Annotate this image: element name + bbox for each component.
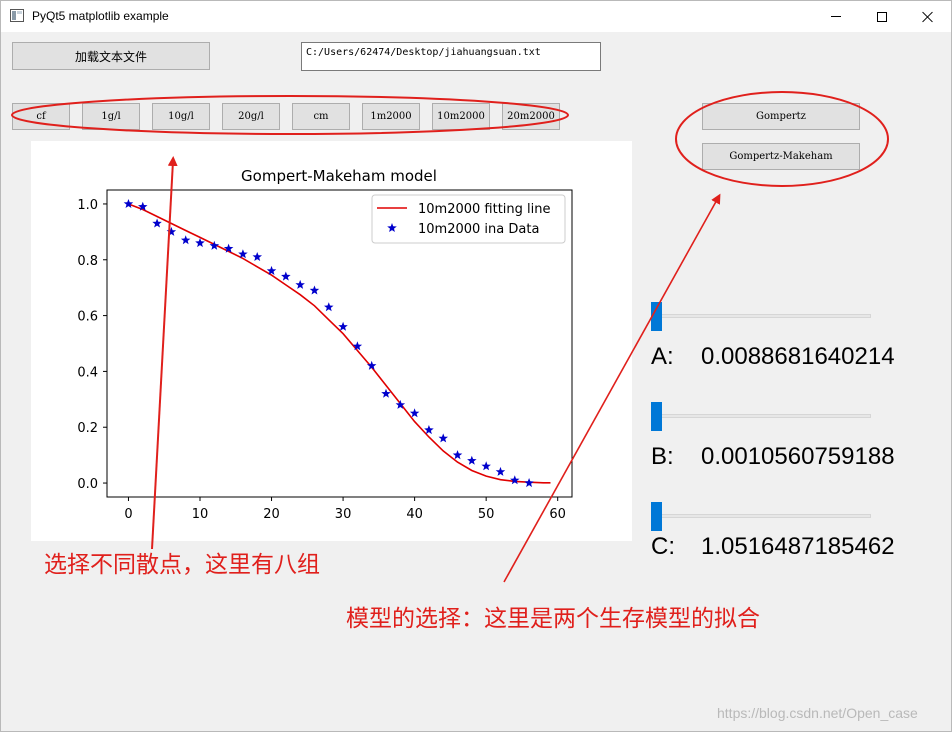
data-point-star	[266, 265, 277, 275]
dataset-button-1g-l[interactable]: 1g/l	[82, 103, 140, 130]
close-icon	[922, 11, 934, 23]
y-tick-label: 0.2	[77, 421, 98, 436]
watermark: https://blog.csdn.net/Open_case	[717, 705, 918, 721]
param-a-slider-track[interactable]	[661, 314, 871, 318]
data-point-star	[366, 360, 377, 370]
minimize-button[interactable]	[813, 1, 859, 32]
y-tick-label: 0.8	[77, 254, 98, 269]
param-b-row: B: 0.0010560759188	[651, 443, 921, 477]
close-button[interactable]	[905, 1, 951, 32]
gompertz-chart: Gompert-Makeham model 0 10 20 30 40 50 60 0.00…	[77, 167, 573, 522]
data-point-star	[238, 249, 248, 259]
legend-label-fitting-line: 10m2000 fitting line	[418, 202, 551, 217]
dataset-button-10m2000[interactable]: 10m2000	[432, 103, 490, 130]
data-point-star	[281, 271, 291, 281]
dataset-button-10g-l[interactable]: 10g/l	[152, 103, 210, 130]
x-tick-label: 0	[124, 507, 132, 522]
param-b-label: B:	[651, 443, 674, 470]
data-point-star	[309, 285, 320, 295]
data-point-star	[180, 235, 191, 245]
annotation-scatter-note: 选择不同散点，这里有八组	[44, 552, 320, 578]
param-a-row: A: 0.0088681640214	[651, 343, 921, 377]
x-tick-label: 10	[192, 507, 209, 522]
fitting-line	[128, 203, 551, 484]
x-tick-label: 60	[549, 507, 566, 522]
param-c-label: C:	[651, 533, 675, 560]
legend: 10m2000 fitting line 10m2000 ina Data	[371, 194, 566, 244]
data-point-star	[467, 455, 477, 465]
param-b-slider-track[interactable]	[661, 414, 871, 418]
y-tick-label: 1.0	[77, 198, 98, 213]
param-a-value: 0.0088681640214	[701, 343, 895, 370]
model-button-gompertz[interactable]: Gompertz	[702, 103, 860, 130]
x-tick-label: 30	[335, 507, 352, 522]
data-point-star	[495, 466, 506, 476]
param-c-slider-handle[interactable]	[651, 502, 662, 531]
dataset-button-20g-l[interactable]: 20g/l	[222, 103, 280, 130]
legend-label-data: 10m2000 ina Data	[418, 222, 539, 237]
chart-title: Gompert-Makeham model	[241, 167, 437, 185]
data-point-star	[510, 475, 520, 485]
legend-star-swatch	[387, 223, 397, 232]
data-point-star	[195, 238, 205, 248]
x-tick-label: 40	[406, 507, 423, 522]
data-point-star	[324, 302, 334, 312]
y-axis: 0.0 0.2 0.4 0.6 0.8 1.0	[77, 198, 107, 492]
data-point-star	[452, 450, 463, 460]
window-title: PyQt5 matplotlib example	[32, 9, 169, 23]
data-point-star	[381, 388, 391, 398]
maximize-button[interactable]	[859, 1, 905, 32]
param-a-label: A:	[651, 343, 674, 370]
maximize-icon	[877, 11, 887, 22]
dataset-button-cm[interactable]: cm	[292, 103, 350, 130]
y-tick-label: 0.6	[77, 310, 98, 325]
param-a-slider-handle[interactable]	[651, 302, 662, 331]
annotation-model-note: 模型的选择：这里是两个生存模型的拟合	[346, 606, 760, 632]
data-point-star	[424, 425, 434, 435]
data-point-star	[481, 461, 491, 471]
data-point-star	[166, 226, 177, 236]
param-c-value: 1.0516487185462	[701, 533, 895, 560]
data-point-star	[524, 478, 534, 488]
data-point-star	[295, 279, 305, 289]
minimize-icon	[831, 16, 841, 17]
data-point-star	[123, 199, 134, 208]
data-point-star	[352, 341, 363, 351]
dataset-button-cf[interactable]: cf	[12, 103, 70, 130]
param-c-slider-track[interactable]	[661, 514, 871, 518]
data-point-star	[223, 243, 234, 253]
data-point-star	[409, 408, 420, 418]
data-point-star	[338, 321, 348, 331]
param-b-slider-handle[interactable]	[651, 402, 662, 431]
plot-canvas: Gompert-Makeham model 0 10 20 30 40 50 60 0.0 0…	[31, 141, 632, 541]
y-tick-label: 0.0	[77, 477, 98, 492]
data-point-star	[152, 218, 162, 228]
data-point-star	[209, 240, 220, 250]
load-text-file-button[interactable]: 加载文本文件	[12, 42, 210, 70]
dataset-button-20m2000[interactable]: 20m2000	[502, 103, 560, 130]
app-window-icon	[10, 9, 24, 22]
model-button-gompertz-makeham[interactable]: Gompertz-Makeham	[702, 143, 860, 170]
data-point-star	[252, 252, 262, 261]
param-b-value: 0.0010560759188	[701, 443, 895, 470]
data-point-star	[438, 433, 448, 443]
dataset-button-1m2000[interactable]: 1m2000	[362, 103, 420, 130]
data-point-star	[395, 399, 406, 409]
data-point-star	[138, 201, 148, 211]
x-axis: 0 10 20 30 40 50 60	[124, 497, 566, 522]
title-bar: PyQt5 matplotlib example	[1, 1, 951, 32]
file-path-field[interactable]: C:/Users/62474/Desktop/jiahuangsuan.txt	[301, 42, 601, 71]
param-c-row: C: 1.0516487185462	[651, 533, 921, 567]
x-tick-label: 50	[478, 507, 495, 522]
x-tick-label: 20	[263, 507, 280, 522]
y-tick-label: 0.4	[77, 365, 98, 380]
